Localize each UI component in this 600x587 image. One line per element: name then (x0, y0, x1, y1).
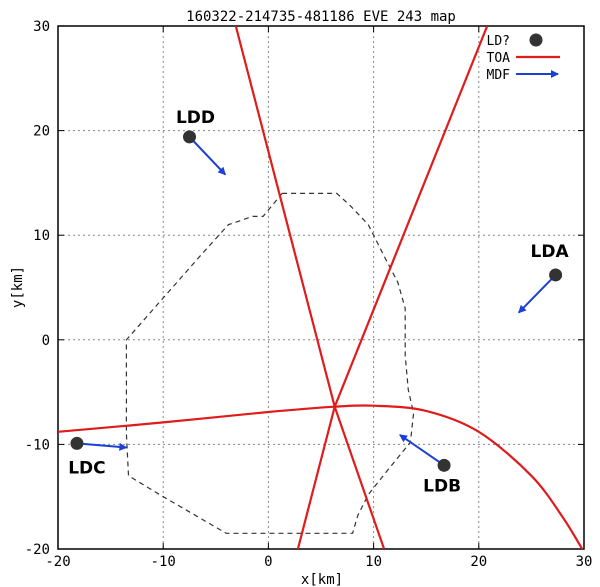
y-tick-label: -20 (25, 542, 50, 558)
station-point-ldd (183, 130, 196, 144)
station-point-ldb (437, 458, 451, 472)
mdf-arrow-lda (518, 274, 557, 314)
network-boundary (125, 192, 415, 534)
station-label-ldb: LDB (423, 476, 461, 496)
y-tick-label: 0 (42, 333, 50, 349)
plot-frame (57, 25, 585, 550)
y-tick-label: 20 (33, 124, 50, 140)
toa-curve (296, 26, 489, 549)
legend-label-ld: LD? (487, 34, 510, 49)
grid (58, 26, 584, 549)
chart-title: 160322-214735-481186 EVE 243 map (186, 9, 456, 25)
toa-curves (58, 26, 584, 549)
legend-label-mdf: MDF (487, 68, 511, 83)
stations: LDA LDB LDC LDD (68, 108, 569, 496)
x-tick-label: 0 (264, 554, 272, 570)
mdf-arrows (76, 136, 557, 467)
mdf-arrow-ldb (399, 434, 445, 467)
legend: LD? TOA MDF (487, 33, 560, 83)
mdf-arrow-ldd (188, 136, 226, 176)
x-axis-label: x[km] (301, 572, 343, 587)
network-boundary-line (125, 192, 415, 534)
toa-curve (234, 26, 386, 549)
legend-point-marker (529, 33, 543, 47)
legend-label-toa: TOA (487, 51, 511, 66)
x-tick-label: 30 (576, 554, 593, 570)
x-tick-label: 10 (365, 554, 382, 570)
station-label-ldc: LDC (68, 458, 105, 478)
station-label-lda: LDA (531, 242, 570, 262)
y-tick-label: 10 (33, 228, 50, 244)
y-tick-label: 30 (33, 19, 50, 35)
x-tick-label: 20 (470, 554, 487, 570)
station-point-lda (549, 268, 563, 282)
tick-labels: -20 -10 0 10 20 30 -20 -10 0 10 20 30 (25, 19, 593, 570)
y-tick-label: -10 (25, 437, 50, 453)
station-point-ldc (70, 436, 84, 450)
y-axis-label: y[km] (10, 266, 26, 308)
toa-curve (58, 404, 584, 549)
mdf-arrow-ldc (76, 442, 128, 451)
x-tick-label: -20 (45, 554, 70, 570)
station-label-ldd: LDD (176, 108, 215, 128)
x-tick-label: -10 (151, 554, 176, 570)
